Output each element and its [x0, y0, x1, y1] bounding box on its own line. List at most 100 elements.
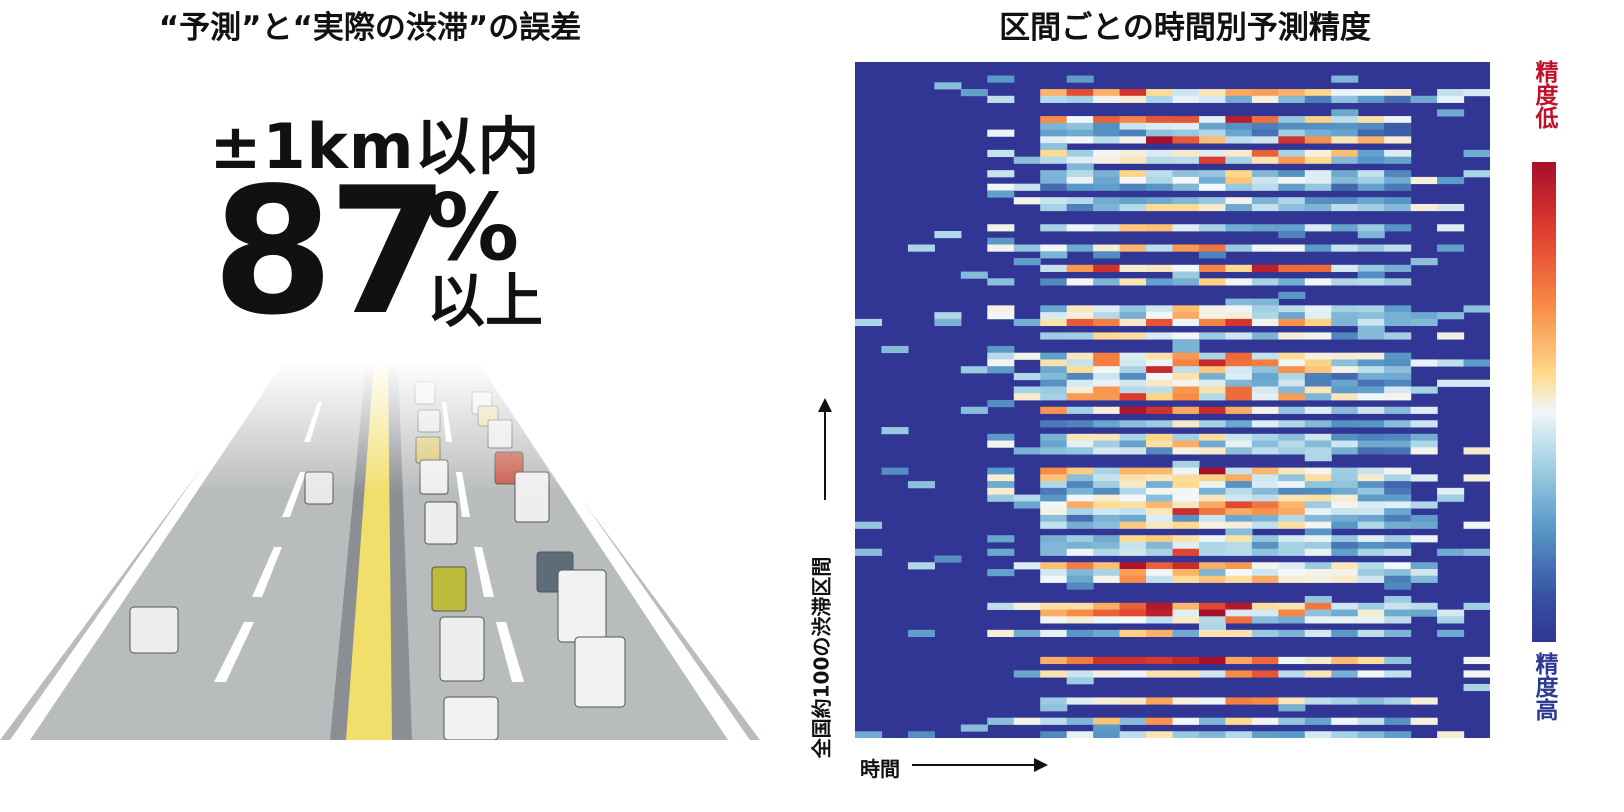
heatmap-cell: [987, 305, 1015, 313]
heatmap-cell: [1437, 332, 1465, 340]
heatmap-cell: [1013, 386, 1041, 394]
heatmap-cell: [1384, 481, 1412, 489]
heatmap-cell: [1251, 569, 1279, 577]
heatmap-cell: [1040, 89, 1068, 97]
heatmap-cell: [1357, 325, 1385, 333]
error-range-text: ±1km以内: [209, 110, 541, 183]
heatmap-cell: [1225, 332, 1253, 340]
heatmap-cell: [1146, 521, 1174, 529]
heatmap-cell: [1331, 609, 1359, 617]
heatmap-cell: [1410, 406, 1438, 414]
heatmap-cell: [1146, 616, 1174, 624]
heatmap-cell: [1304, 697, 1332, 705]
heatmap-cell: [1040, 731, 1068, 738]
heatmap-cell: [1093, 697, 1121, 705]
heatmap-cell: [1331, 670, 1359, 678]
heatmap-cell: [1251, 731, 1279, 738]
heatmap-cell: [1198, 149, 1227, 158]
heatmap-cell: [1040, 433, 1068, 441]
heatmap-cell: [1357, 535, 1385, 543]
heatmap-cell: [1331, 379, 1359, 387]
heatmap-cell: [1093, 136, 1121, 144]
heatmap-cell: [1278, 609, 1306, 617]
heatmap-cell: [1146, 514, 1174, 523]
heatmap-cell: [1119, 474, 1147, 482]
heatmap-cell: [1331, 176, 1359, 185]
heatmap-cell: [1225, 406, 1253, 414]
heatmap-cell: [1384, 318, 1412, 327]
heatmap-cell: [1093, 548, 1121, 556]
heatmap-cell: [1357, 717, 1385, 725]
heatmap-cell: [1437, 89, 1465, 97]
heatmap-cell: [1331, 535, 1359, 543]
heatmap-cell: [1304, 481, 1332, 489]
heatmap-cell: [1013, 156, 1041, 164]
heatmap-cell: [1463, 670, 1490, 678]
heatmap-cell: [1251, 366, 1279, 374]
heatmap-cell: [1146, 433, 1174, 441]
heatmap-cell: [1357, 95, 1385, 103]
heatmap-cell: [1384, 629, 1412, 637]
heatmap-cell: [1093, 149, 1121, 158]
heatmap-cell: [1357, 305, 1385, 313]
heatmap-cell: [1331, 156, 1359, 164]
heatmap-cell: [1410, 569, 1438, 577]
heatmap-cell: [1172, 95, 1200, 103]
heatmap-cell: [1357, 616, 1385, 624]
heatmap-cell: [1251, 717, 1279, 725]
heatmap-cell: [1093, 609, 1121, 617]
heatmap-cell: [1384, 575, 1412, 583]
heatmap-cell: [1198, 420, 1227, 428]
heatmap-cell: [1119, 717, 1147, 725]
heatmap-cell: [1384, 717, 1412, 725]
heatmap-cell: [1093, 183, 1121, 191]
heatmap-cell: [1040, 156, 1068, 164]
heatmap-cell: [1146, 183, 1174, 191]
heatmap-cell: [1278, 291, 1306, 299]
heatmap-cell: [1304, 203, 1332, 212]
heatmap-cell: [855, 731, 883, 738]
heatmap-cell: [1357, 467, 1385, 475]
heatmap-cell: [1066, 670, 1094, 678]
heatmap-cell: [1146, 508, 1174, 516]
heatmap-cell: [987, 400, 1015, 408]
heatmap-cell: [1251, 136, 1279, 144]
heatmap-cell: [1198, 514, 1227, 523]
heatmap-cell: [1093, 393, 1121, 401]
heatmap-cell: [1251, 575, 1279, 583]
heatmap-cell: [987, 535, 1015, 543]
heatmap-cell: [1172, 609, 1200, 617]
heatmap-cell: [1172, 602, 1200, 610]
heatmap-cell: [1093, 312, 1121, 320]
heatmap-cell: [1278, 447, 1306, 455]
heatmap-cell: [1304, 629, 1332, 637]
heatmap-cell: [1146, 670, 1174, 678]
heatmap-cell: [1251, 386, 1279, 394]
heatmap-cell: [1384, 136, 1412, 144]
heatmap-cell: [1304, 170, 1332, 178]
heatmap-cell: [1331, 656, 1359, 665]
heatmap-cell: [1278, 501, 1306, 509]
heatmap-cell: [1331, 278, 1359, 286]
heatmap-cell: [1093, 379, 1121, 387]
heatmap-cell: [1066, 447, 1094, 455]
heatmap-cell: [1066, 89, 1094, 97]
heatmap-cell: [1278, 406, 1306, 414]
heatmap-cell: [1093, 122, 1121, 130]
heatmap-cell: [1384, 602, 1412, 610]
heatmap-cell: [987, 190, 1015, 198]
heatmap-cell: [1146, 197, 1174, 205]
heatmap-cell: [1304, 602, 1332, 610]
heatmap-cell: [1384, 535, 1412, 543]
heatmap-cell: [1304, 116, 1332, 124]
heatmap-cell: [1437, 359, 1465, 367]
heatmap-cell: [987, 487, 1015, 496]
colorbar-bottom-text: 精度高: [1531, 652, 1557, 721]
heatmap-cell: [1146, 129, 1174, 137]
heatmap-cell: [1198, 521, 1227, 529]
heatmap-cell: [1093, 474, 1121, 482]
heatmap-cell: [1331, 386, 1359, 394]
heatmap-cell: [1331, 116, 1359, 124]
heatmap-cell: [1040, 203, 1068, 212]
percent-symbol: %: [427, 174, 520, 281]
